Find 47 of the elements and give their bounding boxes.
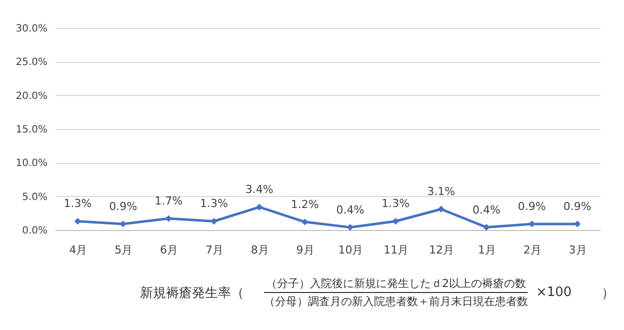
data-label: 3.1% [427, 185, 456, 198]
point [483, 224, 490, 231]
point [346, 224, 354, 231]
data-label: 1.3% [382, 197, 410, 210]
y-tick-label: 10.0% [16, 158, 48, 170]
x-tick-label: 6月 [160, 244, 178, 256]
data-label: 0.9% [109, 200, 138, 213]
x-tick-label: 3月 [568, 244, 587, 256]
data-label: 0.9% [563, 200, 592, 213]
point [165, 215, 172, 222]
point [256, 204, 263, 210]
point [528, 220, 536, 228]
x-tick-label: 12月 [429, 244, 454, 256]
y-tick-label: 0.0% [22, 226, 48, 236]
x-tick-label: 2月 [523, 244, 542, 256]
y-tick-label: 5.0% [22, 192, 48, 203]
text: ×100 [536, 285, 572, 300]
point [74, 218, 82, 225]
data-label: 3.4% [245, 183, 274, 196]
data-label: 0.9% [518, 200, 546, 213]
x-tick-label: 5月 [114, 244, 133, 256]
x-tick-label: 9月 [296, 244, 314, 256]
point [301, 218, 308, 226]
text: 新規褥瘡発生率（ [140, 284, 244, 302]
point [210, 218, 218, 225]
y-tick-label: 25.0% [16, 57, 48, 68]
data-label: 1.7% [154, 194, 183, 208]
data-label: 0.4% [472, 203, 500, 216]
data-label: 1.2% [290, 198, 319, 211]
point [438, 206, 444, 212]
point [392, 218, 399, 225]
x-tick-label: 8月 [250, 244, 269, 256]
x-tick-label: 1月 [478, 244, 496, 256]
data-label: 1.3% [64, 197, 92, 210]
point [120, 220, 126, 228]
x-tick-label: 4月 [69, 244, 88, 256]
data-label: 1.3% [200, 197, 228, 210]
text: （分子）入院後に新規に発生したｄ2以上の褥瘡の数 [264, 276, 528, 293]
y-tick-label: 15.0% [16, 124, 48, 136]
text: （分母）調査月の新入院患者数＋前月末日現在患者数 [264, 294, 528, 309]
x-tick-label: 10月 [338, 244, 364, 256]
data-label: 0.4% [336, 203, 364, 216]
y-tick-label: 30.0% [16, 24, 48, 34]
x-tick-label: 7月 [205, 244, 224, 256]
y-tick-label: 20.0% [16, 90, 48, 102]
text: ） [602, 284, 615, 302]
x-tick-label: 11月 [384, 244, 409, 256]
